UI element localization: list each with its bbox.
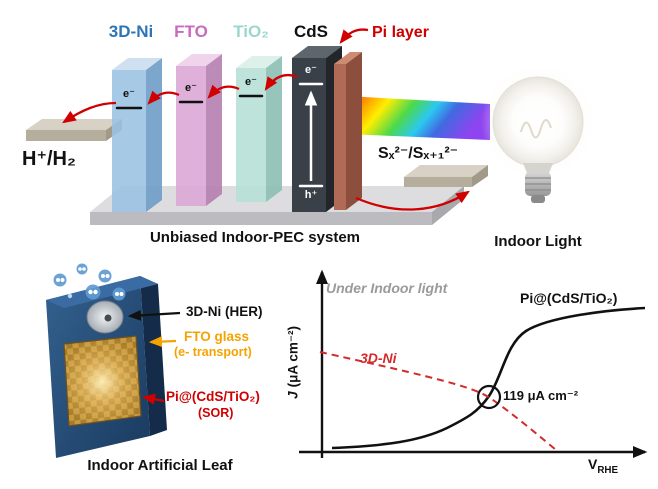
arrow-fto-to-ni (147, 90, 180, 105)
h2-bubble-icon (98, 269, 112, 283)
chart-x-axis-label: VRHE (588, 456, 619, 477)
y-axis-symbol: J (285, 391, 301, 399)
slab-fto (176, 54, 222, 206)
x-axis-subscript: RHE (597, 464, 619, 476)
annotation-arrow-fto (148, 336, 177, 348)
chart-y-axis-label: J (μA cm⁻²) (285, 302, 302, 422)
h2-bubble-icon (112, 287, 126, 301)
y-axis-units: (μA cm⁻²) (285, 325, 301, 388)
layer-label-3d-ni: 3D-Ni (108, 22, 154, 41)
h2-bubble-icons (53, 263, 126, 301)
h2-bubble-icon (53, 273, 67, 287)
arrow-cds-to-tio2 (264, 73, 298, 91)
curve-3d-ni (319, 351, 557, 451)
energy-levels (115, 82, 324, 188)
layer-label-cds: CdS (294, 22, 328, 41)
hydrogen-product-label: H⁺/H₂ (22, 148, 76, 170)
screw-ridges (525, 177, 551, 191)
curve-pi-cds-tio2 (331, 306, 646, 450)
leaf-annotation-ni: 3D-Ni (HER) (186, 304, 263, 319)
artificial-leaf (46, 263, 181, 458)
slab-pi-layer (334, 52, 362, 210)
leaf-annotation-pi: Pi@(CdS/TiO₂) (166, 389, 260, 404)
slab-tio2 (236, 56, 282, 202)
panel-top (46, 276, 158, 308)
indoor-light-caption: Indoor Light (494, 233, 582, 250)
bulb-neck (523, 163, 553, 173)
slab-3d-ni (112, 58, 162, 212)
pi-layer-pointer-arrow (339, 28, 369, 44)
h2-bubble-icon (85, 284, 101, 300)
leaf-annotation-pi-sub: (SOR) (198, 406, 234, 420)
electron-label-cds: e⁻ (305, 64, 317, 76)
hole-label-cds: h⁺ (304, 189, 318, 201)
annotation-arrow-ni (127, 309, 181, 321)
electron-transfer-arrows (62, 28, 470, 211)
electron-label-tio2: e⁻ (245, 76, 257, 88)
layer-label-fto: FTO (174, 22, 208, 41)
filament (520, 119, 552, 139)
chart-series-label-red: 3D-Ni (360, 350, 397, 366)
pec-system-caption: Unbiased Indoor-PEC system (149, 229, 361, 246)
chart-intersection-label: 119 μA cm⁻² (503, 388, 579, 403)
ni-disc (86, 300, 124, 334)
layer-label-tio2: TiO₂ (233, 22, 269, 41)
jv-chart (299, 269, 648, 458)
electron-label-ni: e⁻ (123, 88, 135, 100)
pec-diagram (26, 28, 490, 225)
leaf-annotation-fto: FTO glass (184, 329, 250, 344)
chart-series-label-black: Pi@(CdS/TiO₂) (520, 290, 618, 306)
annotation-arrow-pi (141, 393, 165, 405)
leaf-annotation-fto-sub: (e- transport) (174, 345, 252, 359)
arrow-sulfide-oxidation (355, 190, 470, 211)
gold-checker-panel (63, 335, 142, 427)
arrow-tio2-to-fto (207, 84, 240, 99)
x-axis-symbol: V (588, 456, 598, 472)
electron-label-fto: e⁻ (185, 82, 197, 94)
chart-overlay-label: Under Indoor light (326, 280, 448, 296)
left-electrode-platform (26, 119, 122, 141)
polysulfide-product-label: Sₓ²⁻/Sₓ₊₁²⁻ (378, 145, 459, 162)
bulb-tip (531, 195, 545, 203)
artificial-leaf-caption: Indoor Artificial Leaf (87, 457, 233, 474)
right-electrode-platform (404, 165, 488, 187)
intersection-marker (476, 384, 502, 410)
h2-bubble-icon (76, 263, 88, 275)
pi-layer-label: Pi layer (372, 24, 429, 41)
rainbow-beam (346, 96, 490, 140)
arrow-ni-to-her (62, 101, 117, 124)
light-bulb-icon (481, 65, 595, 203)
